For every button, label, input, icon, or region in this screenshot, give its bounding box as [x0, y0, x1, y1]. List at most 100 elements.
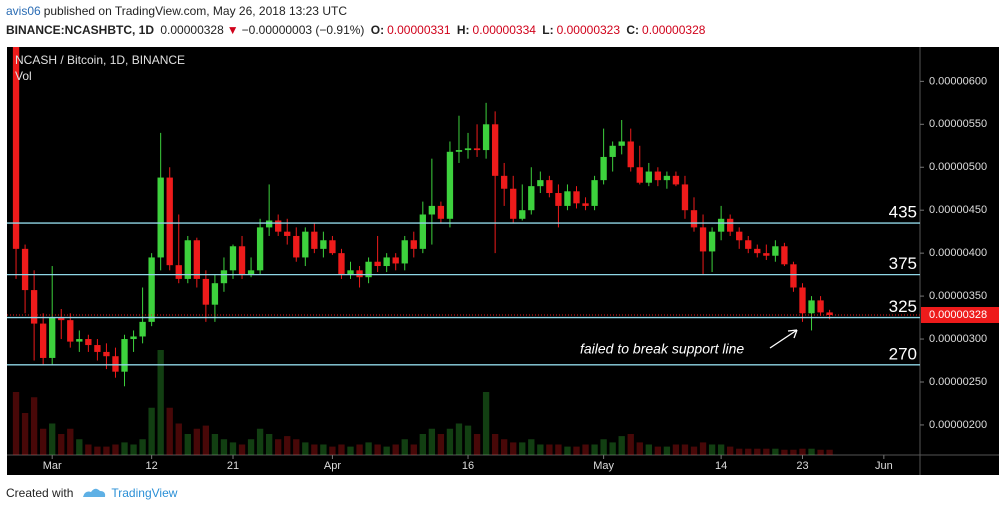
- volume-bar: [455, 423, 463, 455]
- volume-bar: [311, 444, 318, 455]
- candle-body: [139, 321, 146, 337]
- candle-body: [618, 141, 625, 146]
- candle-body: [383, 257, 390, 267]
- volume-bar: [256, 428, 264, 455]
- author[interactable]: avis06: [6, 4, 41, 18]
- volume-bar: [130, 444, 137, 455]
- volume-bar: [329, 446, 336, 455]
- candle-body: [736, 231, 743, 241]
- volume-bar: [347, 446, 354, 455]
- volume-bar: [12, 392, 20, 455]
- volume-bar: [139, 439, 146, 455]
- volume-bar: [681, 444, 689, 455]
- chart-title: NCASH / Bitcoin, 1D, BINANCE: [15, 53, 185, 67]
- candle-body: [591, 180, 598, 206]
- candle-body: [103, 351, 110, 357]
- candle-body: [365, 261, 372, 278]
- candle-body: [329, 240, 336, 254]
- candle-body: [636, 167, 643, 183]
- plot-area: [7, 47, 920, 455]
- candle-body: [745, 240, 752, 249]
- candle-body: [58, 317, 65, 321]
- y-tick-label: 0.00000250: [929, 376, 987, 388]
- volume-bar: [763, 448, 770, 455]
- volume-bar: [220, 439, 228, 455]
- x-tick-label: Jun: [875, 460, 893, 472]
- volume-bar: [229, 442, 237, 455]
- volume-bar: [745, 448, 752, 455]
- candle-body: [121, 339, 128, 372]
- change: −0.00000003 (−0.91%): [241, 23, 365, 37]
- x-tick-label: 12: [146, 460, 158, 472]
- volume-bar: [609, 442, 616, 455]
- volume-bar: [699, 442, 707, 455]
- candle-body: [826, 312, 833, 315]
- volume-bar: [772, 448, 779, 455]
- candle-body: [193, 240, 200, 279]
- candle-body: [275, 220, 282, 232]
- volume-bar: [39, 428, 47, 455]
- volume-bar: [564, 446, 571, 455]
- candle-body: [30, 290, 38, 324]
- annotation-arrow-head: [787, 329, 798, 339]
- volume-bar: [555, 444, 562, 455]
- volume-bar: [808, 448, 815, 455]
- x-tick-label: 21: [227, 460, 239, 472]
- candle-body: [627, 141, 634, 168]
- candle-body: [401, 240, 408, 264]
- volume-bar: [103, 446, 110, 455]
- x-tick-label: May: [593, 460, 614, 472]
- volume-bar: [519, 442, 526, 455]
- close: 0.00000328: [642, 23, 706, 37]
- candle-body: [130, 336, 137, 340]
- volume-bar: [790, 449, 797, 455]
- candle-body: [727, 218, 734, 232]
- candle-body: [256, 227, 264, 271]
- volume-bar: [446, 428, 454, 455]
- volume-bar: [482, 392, 490, 455]
- volume-bar: [591, 444, 598, 455]
- open: 0.00000331: [387, 23, 451, 37]
- x-tick-label: Apr: [324, 460, 341, 472]
- x-tick-label: Mar: [43, 460, 62, 472]
- candle-body: [238, 246, 246, 275]
- level-label: 375: [889, 254, 917, 273]
- candle-body: [491, 124, 499, 176]
- x-tick-label: 16: [462, 460, 474, 472]
- y-tick-label: 0.00000350: [929, 290, 987, 302]
- volume-bar: [356, 444, 363, 455]
- candle-body: [229, 246, 237, 271]
- y-tick-label: 0.00000200: [929, 419, 987, 431]
- candle-body: [85, 339, 92, 346]
- volume-bar: [654, 446, 662, 455]
- candle-body: [781, 246, 788, 265]
- brand[interactable]: TradingView: [111, 486, 178, 500]
- y-tick-label: 0.00000550: [929, 118, 987, 130]
- volume-bar: [166, 407, 173, 455]
- volume-bar: [645, 444, 652, 455]
- volume-bar: [736, 448, 743, 455]
- publish-line: avis06 published on TradingView.com, May …: [6, 4, 350, 18]
- candle-body: [681, 184, 689, 211]
- candle-body: [510, 188, 517, 219]
- volume-bar: [247, 439, 255, 455]
- volume-bar: [600, 439, 607, 455]
- volume-bar: [58, 434, 65, 455]
- last-price-label: 0.00000328: [929, 309, 987, 321]
- candle-body: [754, 248, 761, 254]
- volume-bar: [338, 444, 345, 455]
- candle-body: [247, 270, 255, 275]
- volume-bar: [727, 446, 734, 455]
- candle-body: [302, 231, 309, 258]
- volume-bar: [410, 444, 417, 455]
- candle-body: [600, 156, 607, 181]
- candle-body: [817, 300, 824, 313]
- volume-bar: [672, 444, 680, 455]
- change-arrow: ▼: [226, 23, 239, 37]
- volume-bar: [826, 449, 833, 455]
- last-price-tag: [921, 306, 999, 323]
- candle-body: [501, 175, 508, 189]
- candle-body: [265, 220, 273, 228]
